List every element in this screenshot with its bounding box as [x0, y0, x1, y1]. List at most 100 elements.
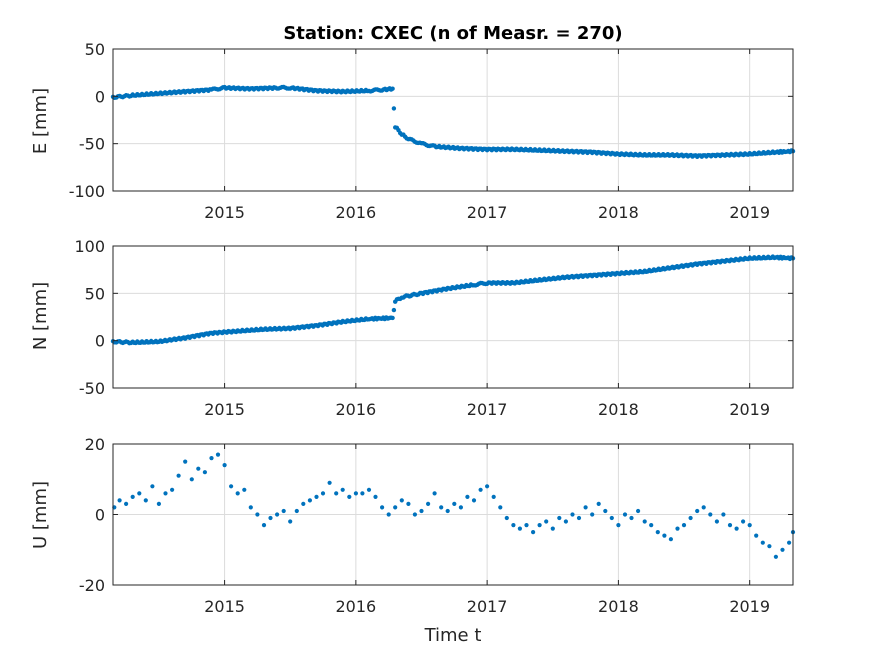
up-data-point: [537, 523, 542, 528]
north-ytick-label: -50: [79, 379, 105, 398]
up-data-point: [734, 526, 739, 531]
up-data-point: [504, 515, 509, 521]
up-data-point: [741, 519, 746, 524]
up-data-point: [229, 484, 234, 489]
up-data-point: [485, 484, 490, 489]
up-data-point: [261, 523, 267, 528]
up-data-point: [563, 519, 569, 524]
up-axes: U [mm] 2015 2016 2017 2018 2019 20 0 -20: [30, 435, 796, 616]
up-data-point: [603, 508, 608, 514]
up-data-point: [511, 523, 516, 528]
up-data-point: [320, 491, 326, 496]
up-data-point: [143, 498, 148, 503]
up-data-point: [373, 494, 378, 499]
east-axes-box: [112, 48, 794, 192]
up-data-point: [137, 491, 142, 496]
up-data-point: [517, 526, 523, 531]
up-data-point: [419, 508, 424, 514]
up-data-point: [189, 477, 194, 482]
up-data-point: [209, 456, 214, 461]
up-data-point: [268, 515, 273, 521]
up-data-point: [583, 505, 588, 510]
up-data-point: [314, 494, 319, 499]
up-data-point: [754, 533, 759, 538]
north-xtick-label: 2017: [467, 400, 508, 419]
up-data-point: [787, 540, 792, 545]
up-data-point: [275, 512, 280, 517]
x-axis-label: Time t: [424, 625, 482, 646]
up-data-point: [576, 515, 582, 521]
north-ytick-label: 50: [85, 284, 105, 303]
east-xtick-label: 2016: [335, 203, 376, 222]
up-data-point: [649, 523, 654, 528]
up-xtick-label: 2017: [467, 597, 508, 616]
up-data-point: [130, 494, 135, 499]
up-data-point: [406, 501, 411, 506]
up-data-point: [327, 480, 332, 485]
east-axes: E [mm] 2015 2016 2017 2018 2019 50 0 -50 -100: [30, 40, 796, 222]
up-data-point: [412, 512, 417, 517]
up-ytick-label: -20: [79, 576, 105, 595]
north-data-point: [391, 307, 397, 313]
up-data-point: [347, 494, 352, 499]
east-ytick-label: -50: [79, 135, 105, 154]
up-data-point: [176, 473, 181, 478]
east-data-point: [391, 106, 397, 111]
up-data-point: [360, 491, 365, 496]
up-data-point: [773, 554, 779, 559]
up-data-point: [714, 519, 720, 524]
up-data-point: [747, 523, 752, 528]
east-ylabel: E [mm]: [30, 88, 51, 154]
up-data-point: [248, 505, 253, 510]
up-data-point: [255, 512, 260, 517]
up-xtick-label: 2016: [335, 597, 376, 616]
up-data-point: [590, 512, 595, 517]
up-data-point: [662, 533, 667, 538]
up-data-point: [616, 523, 621, 528]
up-xtick-label: 2019: [729, 597, 770, 616]
up-data-point: [524, 523, 529, 528]
north-xtick-label: 2015: [204, 400, 245, 419]
up-data-point: [655, 530, 660, 535]
north-xtick-label: 2016: [335, 400, 376, 419]
up-data-point: [721, 512, 726, 517]
up-data-point: [235, 491, 240, 496]
east-ytick-label: 50: [85, 40, 105, 59]
up-data-point: [688, 515, 693, 521]
up-data-point: [557, 515, 562, 521]
up-data-point: [117, 498, 122, 503]
up-data-point: [550, 526, 555, 531]
up-data-point: [432, 491, 437, 496]
up-data-point: [767, 544, 772, 549]
up-data-point: [681, 523, 687, 528]
up-data-point: [340, 487, 345, 492]
up-data-point: [399, 498, 404, 503]
up-data-point: [294, 508, 299, 514]
up-data-point: [150, 484, 155, 489]
chart-title: Station: CXEC (n of Measr. = 270): [283, 23, 622, 44]
up-data-point: [163, 491, 168, 496]
north-xtick-label: 2019: [729, 400, 770, 419]
up-xtick-label: 2015: [204, 597, 245, 616]
up-data-point: [156, 501, 161, 506]
up-data-point: [675, 526, 680, 531]
up-data-point: [471, 498, 477, 503]
up-data-point: [386, 512, 391, 517]
up-data-point: [701, 505, 706, 510]
up-data-point: [183, 459, 188, 464]
north-data-point: [390, 315, 395, 321]
north-xtick-label: 2018: [598, 400, 639, 419]
east-ytick-label: 0: [95, 87, 105, 106]
east-xtick-label: 2017: [467, 203, 508, 222]
up-data-point: [366, 487, 372, 492]
up-data-point: [242, 487, 247, 492]
north-axes: N [mm] 2015 2016 2017 2018 2019 100 50 0 -50: [30, 237, 796, 419]
up-data-point: [196, 466, 201, 471]
up-data-point: [353, 491, 358, 496]
up-data-point: [301, 501, 306, 506]
north-ylabel: N [mm]: [30, 282, 51, 350]
up-data-point: [307, 498, 312, 503]
up-data-point: [202, 470, 207, 475]
up-data-point: [629, 515, 634, 521]
up-data-point: [334, 491, 339, 496]
